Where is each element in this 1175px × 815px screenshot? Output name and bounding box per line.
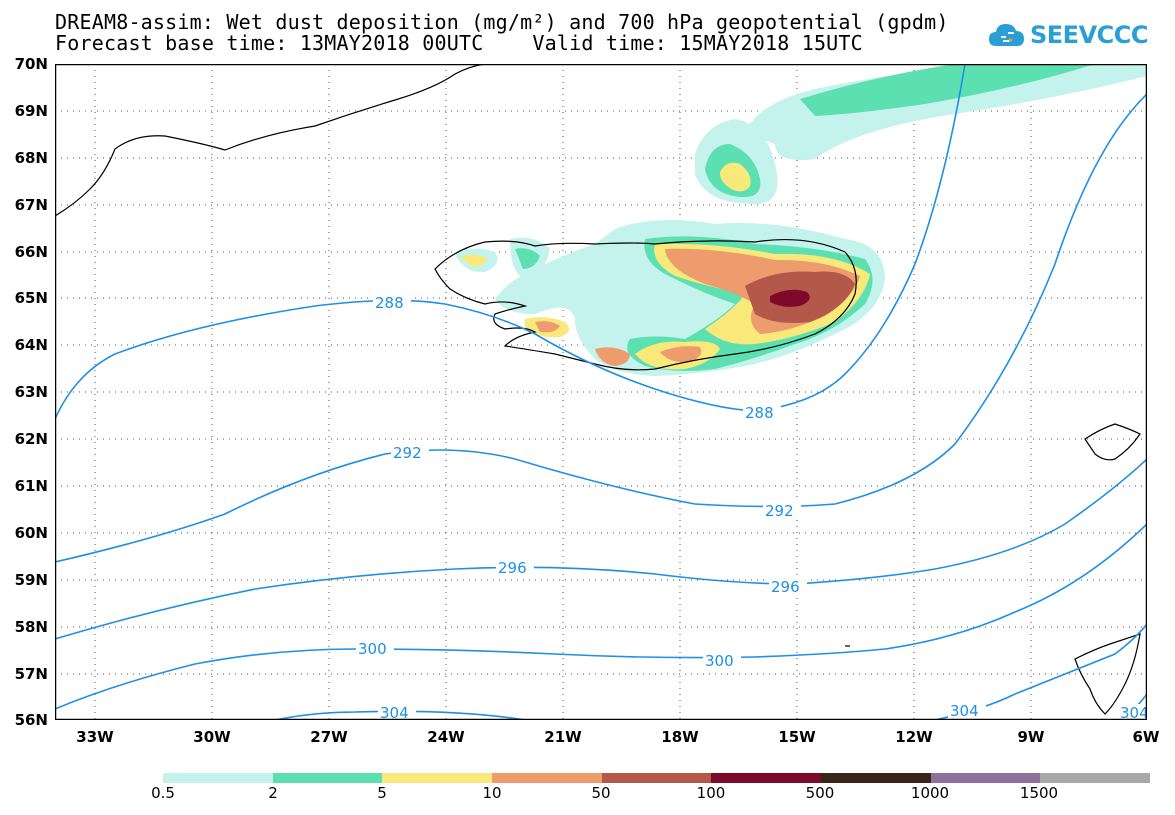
lat-label-59n: 59N <box>14 571 48 589</box>
lat-label-60n: 60N <box>14 524 48 542</box>
map-title: DREAM8-assim: Wet dust deposition (mg/m²… <box>55 10 949 34</box>
contour-labels: 288 288 292 292 296 296 300 300 304 304 … <box>356 294 1147 720</box>
lat-label-68n: 68N <box>14 149 48 167</box>
lat-label-69n: 69N <box>14 102 48 120</box>
legend-swatch <box>930 773 1041 783</box>
lat-label-70n: 70N <box>14 55 48 73</box>
lat-label-57n: 57N <box>14 665 48 683</box>
legend-label: 2 <box>268 784 278 802</box>
lat-label-61n: 61N <box>14 477 48 495</box>
color-legend <box>163 773 1151 783</box>
lat-label-63n: 63N <box>14 383 48 401</box>
legend-swatch <box>601 773 712 783</box>
contour-label-304: 304 <box>380 704 409 720</box>
lon-label-15w: 15W <box>778 728 816 746</box>
contour-label-304: 304 <box>1120 704 1147 720</box>
legend-swatch <box>492 773 602 783</box>
legend-label: 10 <box>482 784 502 802</box>
lon-label-30w: 30W <box>193 728 231 746</box>
dust-plume-north <box>695 64 1147 204</box>
map-subtitle: Forecast base time: 13MAY2018 00UTC Vali… <box>55 31 863 55</box>
legend-swatch <box>382 773 493 783</box>
contour-label-300: 300 <box>705 652 734 670</box>
lat-label-62n: 62N <box>14 430 48 448</box>
lon-label-24w: 24W <box>427 728 465 746</box>
lon-label-21w: 21W <box>544 728 582 746</box>
cloud-icon <box>989 24 1024 46</box>
legend-swatch <box>821 773 931 783</box>
lon-label-12w: 12W <box>895 728 933 746</box>
legend-swatch <box>163 773 273 783</box>
contour-label-304: 304 <box>950 702 979 720</box>
contour-label-292: 292 <box>393 444 422 462</box>
gridlines <box>55 64 1147 720</box>
legend-swatch <box>1040 773 1151 783</box>
legend-label: 100 <box>696 784 726 802</box>
seevccc-logo: SEEVCCC <box>988 20 1149 50</box>
map-frame <box>55 64 1147 720</box>
lat-label-58n: 58N <box>14 618 48 636</box>
lon-label-9w: 9W <box>1017 728 1045 746</box>
contour-label-288: 288 <box>745 404 774 422</box>
lat-label-56n: 56N <box>14 711 48 729</box>
contour-label-296: 296 <box>498 559 527 577</box>
lat-label-67n: 67N <box>14 196 48 214</box>
legend-label: 50 <box>591 784 611 802</box>
map-panel: 288 288 292 292 296 296 300 300 304 304 … <box>55 64 1147 720</box>
legend-swatch <box>272 773 383 783</box>
lon-label-27w: 27W <box>310 728 348 746</box>
lon-label-18w: 18W <box>661 728 699 746</box>
lat-label-65n: 65N <box>14 289 48 307</box>
lon-label-6w: 6W <box>1132 728 1160 746</box>
legend-swatch <box>711 773 822 783</box>
contour-label-288: 288 <box>375 294 404 312</box>
contour-label-292: 292 <box>765 502 794 520</box>
legend-label: 5 <box>377 784 387 802</box>
legend-label: 1000 <box>910 784 950 802</box>
legend-label: 0.5 <box>151 784 175 802</box>
logo-text: SEEVCCC <box>1030 21 1149 49</box>
coastlines <box>55 64 1141 715</box>
contour-label-300: 300 <box>358 640 387 658</box>
contour-label-296: 296 <box>771 578 800 596</box>
legend-label: 1500 <box>1019 784 1059 802</box>
dust-deposition-iceland <box>455 220 885 376</box>
lon-label-33w: 33W <box>76 728 114 746</box>
lat-label-66n: 66N <box>14 243 48 261</box>
legend-label: 500 <box>805 784 835 802</box>
lat-label-64n: 64N <box>14 336 48 354</box>
